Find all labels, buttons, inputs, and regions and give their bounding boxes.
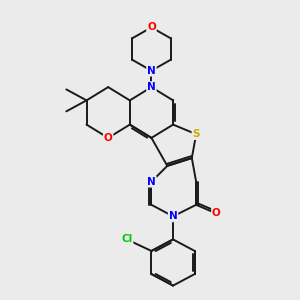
Text: O: O bbox=[147, 22, 156, 32]
Text: N: N bbox=[169, 211, 178, 221]
Text: N: N bbox=[147, 66, 156, 76]
Text: N: N bbox=[147, 82, 156, 92]
Text: Cl: Cl bbox=[121, 234, 133, 244]
Text: O: O bbox=[104, 133, 112, 143]
Text: N: N bbox=[147, 177, 156, 187]
Text: O: O bbox=[212, 208, 221, 218]
Text: S: S bbox=[192, 129, 200, 139]
